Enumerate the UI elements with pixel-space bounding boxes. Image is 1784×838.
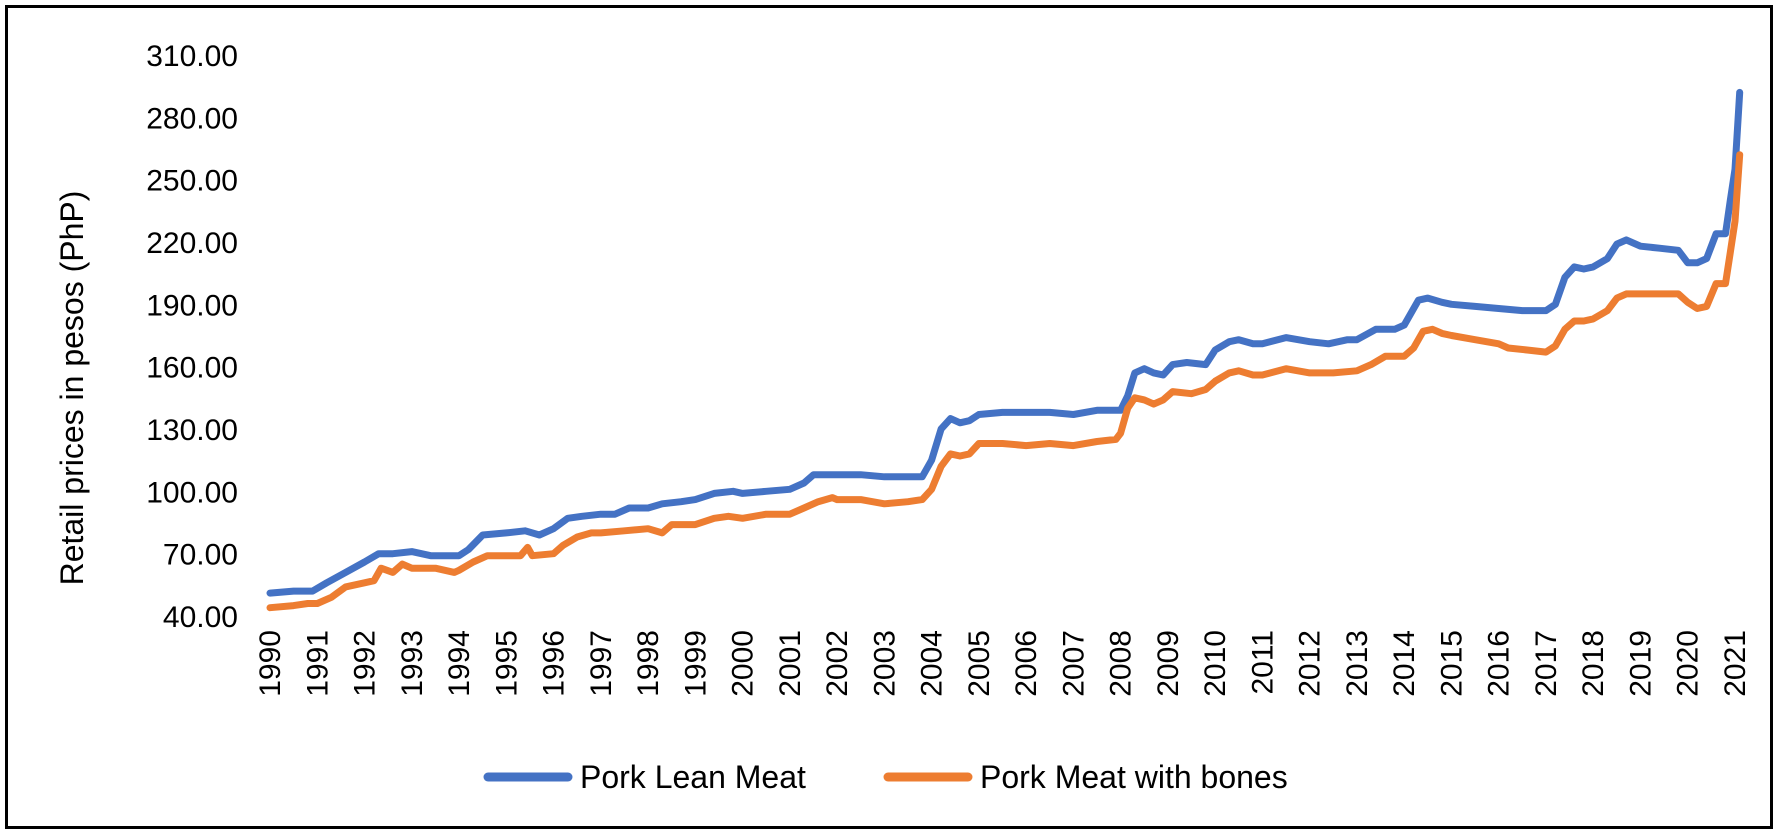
x-tick-label: 2003 (868, 630, 901, 697)
x-tick-label: 1997 (585, 630, 618, 697)
x-tick-label: 2021 (1719, 630, 1752, 697)
chart-frame: 40.00 70.00 100.00 130.00 160.00 190.00 220.00… (5, 5, 1773, 829)
legend: Pork Lean Meat Pork Meat with bones (483, 759, 1288, 795)
y-tick-label: 220.00 (146, 227, 238, 260)
series-line-pork-meat-with-bones (266, 151, 1744, 612)
x-tick-label: 1992 (349, 630, 382, 697)
legend-label-pork-lean-meat: Pork Lean Meat (580, 759, 806, 795)
y-axis-title: Retail prices in pesos (PhP) (54, 191, 90, 586)
series-layer (266, 88, 1744, 612)
y-tick-label: 130.00 (146, 414, 238, 447)
x-tick-label: 2002 (821, 630, 854, 697)
x-tick-label: 1995 (490, 630, 523, 697)
y-tick-label: 70.00 (163, 539, 238, 572)
x-tick-label: 2015 (1435, 630, 1468, 697)
x-tick-label: 2005 (963, 630, 996, 697)
x-tick-label: 2012 (1294, 630, 1327, 697)
x-tick-label: 2009 (1152, 630, 1185, 697)
x-tick-label: 2017 (1530, 630, 1563, 697)
x-tick-label: 1991 (301, 630, 334, 697)
x-tick-label: 2001 (774, 630, 807, 697)
legend-label-pork-meat-with-bones: Pork Meat with bones (980, 759, 1288, 795)
x-tick-label: 2010 (1199, 630, 1232, 697)
y-tick-label: 160.00 (146, 352, 238, 385)
x-tick-label: 1993 (396, 630, 429, 697)
x-tick-label: 2007 (1057, 630, 1090, 697)
x-tick-label: 2008 (1105, 630, 1138, 697)
y-tick-label: 100.00 (146, 476, 238, 509)
x-tick-label: 1990 (254, 630, 287, 697)
x-tick-label: 1998 (632, 630, 665, 697)
y-axis-ticks: 40.00 70.00 100.00 130.00 160.00 190.00 220.00… (146, 40, 238, 634)
line-chart: 40.00 70.00 100.00 130.00 160.00 190.00 220.00… (54, 40, 1752, 795)
series-line-pork-lean-meat (266, 88, 1744, 597)
x-tick-label: 1994 (443, 630, 476, 697)
x-tick-label: 1996 (538, 630, 571, 697)
x-tick-label: 2013 (1341, 630, 1374, 697)
x-tick-label: 2020 (1672, 630, 1705, 697)
x-tick-label: 2018 (1577, 630, 1610, 697)
y-tick-label: 250.00 (146, 165, 238, 198)
x-tick-label: 2014 (1388, 630, 1421, 697)
x-tick-label: 2004 (916, 630, 949, 697)
x-tick-label: 1999 (679, 630, 712, 697)
y-tick-label: 280.00 (146, 102, 238, 135)
y-tick-label: 40.00 (163, 601, 238, 634)
x-tick-label: 2011 (1246, 630, 1279, 695)
x-axis-ticks: 1990 1991 1992 1993 1994 1995 1996 1997 1998 1999… (254, 630, 1752, 697)
y-tick-label: 190.00 (146, 289, 238, 322)
x-tick-label: 2006 (1010, 630, 1043, 697)
y-tick-label: 310.00 (146, 40, 238, 73)
x-tick-label: 2016 (1483, 630, 1516, 697)
x-tick-label: 2000 (727, 630, 760, 697)
x-tick-label: 2019 (1624, 630, 1657, 697)
